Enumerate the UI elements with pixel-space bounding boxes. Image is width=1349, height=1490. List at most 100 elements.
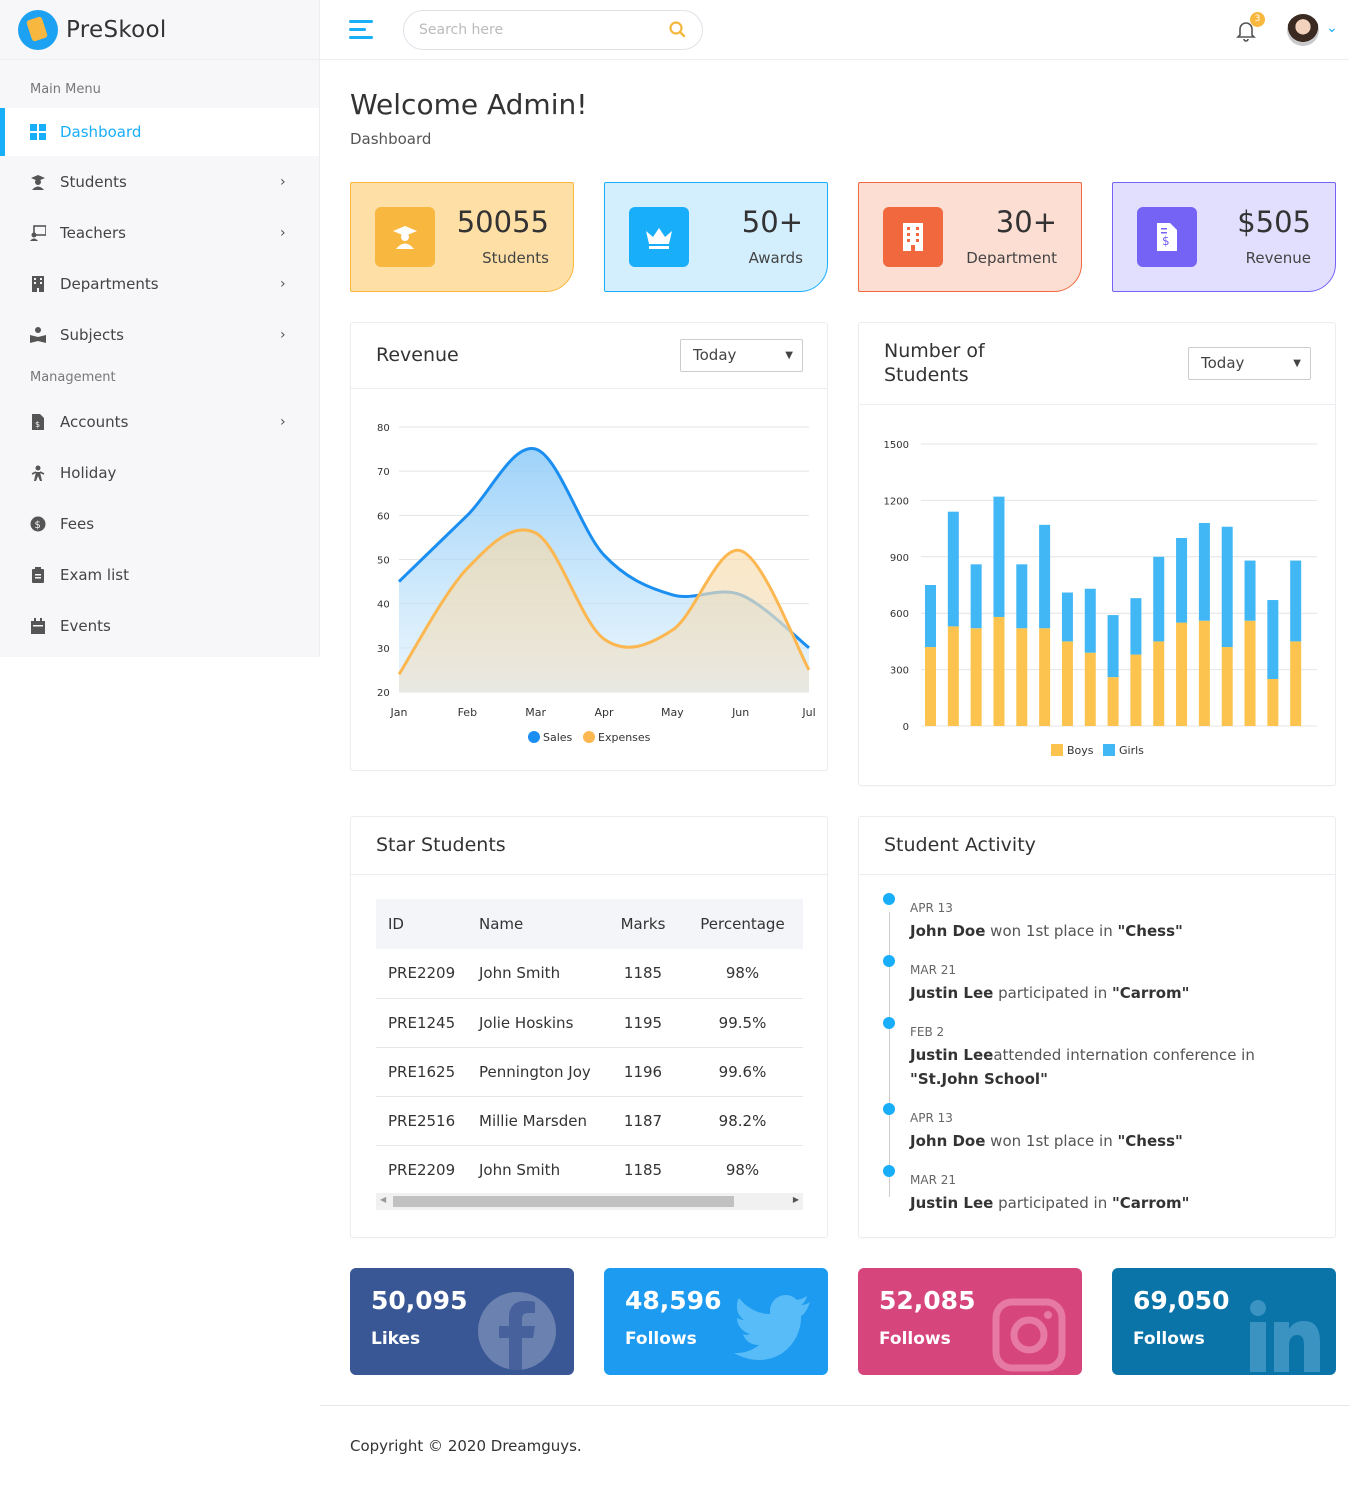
menu-section-title: Management — [30, 370, 116, 385]
instagram-icon — [992, 1298, 1066, 1372]
students-range-select[interactable]: Today ▼ — [1188, 347, 1311, 380]
invoice-icon: $ — [30, 413, 46, 430]
bar-boys — [1061, 641, 1073, 726]
sidebar-item-exam-list[interactable]: Exam list — [0, 549, 319, 600]
social-label: Follows — [1133, 1329, 1205, 1349]
social-card-instagram[interactable]: 52,085 Follows — [858, 1268, 1082, 1375]
social-label: Follows — [625, 1329, 697, 1349]
stat-card-department: 30+ Department — [858, 182, 1082, 292]
social-count: 52,085 — [879, 1286, 976, 1315]
scroll-right-icon[interactable]: ▶ — [792, 1195, 799, 1204]
footer-divider — [320, 1405, 1349, 1406]
table-cell: 99.5% — [682, 998, 803, 1048]
logo[interactable]: PreSkool — [0, 0, 319, 60]
activity-event: "Chess" — [1117, 1132, 1183, 1150]
logo-text: PreSkool — [66, 16, 167, 43]
activity-student: Justin Lee — [910, 984, 994, 1002]
chevron-right-icon: › — [280, 275, 286, 292]
activity-student: John Doe — [910, 922, 986, 940]
legend-label: Boys — [1067, 744, 1094, 757]
sidebar-item-fees[interactable]: $ Fees — [0, 498, 319, 549]
stat-card-revenue: $ $505 Revenue — [1112, 182, 1336, 292]
activity-date: MAR 21 — [910, 1173, 956, 1187]
sidebar-item-students[interactable]: Students › — [0, 156, 319, 207]
dollar-icon: $ — [30, 516, 46, 532]
bar-boys — [1016, 628, 1028, 726]
x-tick-label: Mar — [525, 706, 546, 719]
x-tick-label: Apr — [594, 706, 614, 719]
revenue-range-select[interactable]: Today ▼ — [680, 339, 803, 372]
table-cell: Pennington Joy — [467, 1047, 604, 1097]
column-header: Name — [467, 899, 604, 949]
activity-text: Justin Lee participated in "Carrom" — [910, 1191, 1290, 1215]
x-tick-label: Feb — [458, 706, 477, 719]
bar-boys — [1221, 647, 1233, 726]
search-icon[interactable] — [667, 19, 689, 41]
social-label: Likes — [371, 1329, 421, 1349]
avatar[interactable] — [1287, 14, 1319, 46]
bell-icon[interactable] — [1234, 18, 1258, 42]
card-header: Number of Students Today ▼ — [859, 323, 1335, 405]
card-title: Revenue — [376, 344, 459, 366]
sidebar-item-departments[interactable]: Departments › — [0, 258, 319, 309]
activity-text: John Doe won 1st place in "Chess" — [910, 919, 1290, 943]
social-card-facebook[interactable]: 50,095 Likes — [350, 1268, 574, 1375]
sidebar-item-teachers[interactable]: Teachers › — [0, 207, 319, 258]
sidebar-item-holiday[interactable]: Holiday — [0, 447, 319, 498]
y-tick-label: 600 — [890, 609, 909, 620]
timeline-dot — [883, 1103, 895, 1115]
stat-label: Students — [482, 249, 549, 267]
x-tick-label: Jan — [390, 706, 408, 719]
activity-student: John Doe — [910, 1132, 986, 1150]
chevron-right-icon: › — [280, 326, 286, 343]
legend-label: Sales — [543, 731, 573, 744]
chevron-down-icon[interactable]: ⌄ — [1326, 20, 1338, 36]
stat-value: 50+ — [741, 205, 803, 239]
svg-text:$: $ — [1162, 234, 1170, 248]
activity-event: "St.John School" — [910, 1070, 1048, 1088]
sidebar-item-accounts[interactable]: $ Accounts › — [0, 396, 319, 447]
activity-date: APR 13 — [910, 1111, 953, 1125]
bar-boys — [925, 647, 936, 726]
menu-section-title: Main Menu — [30, 82, 101, 97]
card-title-line: Number of — [884, 340, 985, 362]
sidebar-item-dashboard[interactable]: Dashboard — [0, 108, 319, 156]
breadcrumb: Dashboard — [350, 130, 432, 148]
bar-girls — [1061, 592, 1073, 642]
activity-event: "Carrom" — [1111, 984, 1190, 1002]
table-header-row: ID Name Marks Percentage — [376, 899, 803, 949]
table-cell: 1185 — [604, 949, 682, 999]
legend-marker — [1103, 744, 1115, 756]
activity-text: John Doe won 1st place in "Chess" — [910, 1129, 1290, 1153]
sidebar-item-label: Fees — [60, 514, 95, 533]
table-cell: Jolie Hoskins — [467, 998, 604, 1048]
social-card-linkedin[interactable]: 69,050 Follows — [1112, 1268, 1336, 1375]
y-tick-label: 80 — [377, 423, 390, 434]
sidebar-item-label: Holiday — [60, 463, 117, 482]
x-tick-label: Jun — [731, 706, 749, 719]
column-header: Marks — [604, 899, 682, 949]
logo-icon — [18, 9, 58, 50]
y-tick-label: 1500 — [884, 440, 909, 451]
table-row: PRE1625 Pennington Joy 1196 99.6% — [376, 1047, 803, 1097]
horizontal-scrollbar[interactable]: ◀ ▶ — [376, 1193, 803, 1210]
bar-boys — [970, 628, 982, 726]
search-input[interactable] — [403, 10, 703, 50]
scrollbar-thumb[interactable] — [393, 1196, 734, 1207]
activity-action: won 1st place in — [985, 1132, 1118, 1150]
stat-label: Awards — [748, 249, 803, 267]
bar-girls — [993, 496, 1005, 617]
table-cell: Millie Marsden — [467, 1096, 604, 1146]
social-count: 48,596 — [625, 1286, 722, 1315]
bar-boys — [1039, 628, 1051, 726]
scroll-left-icon[interactable]: ◀ — [380, 1195, 387, 1204]
chevron-right-icon: › — [280, 413, 286, 430]
bar-girls — [1267, 600, 1279, 679]
sidebar-item-events[interactable]: Events — [0, 600, 319, 651]
sidebar-item-subjects[interactable]: Subjects › — [0, 309, 319, 360]
card-title-line: Students — [884, 364, 969, 386]
social-card-twitter[interactable]: 48,596 Follows — [604, 1268, 828, 1375]
menu-toggle-icon[interactable] — [349, 20, 373, 40]
bar-girls — [1130, 598, 1142, 655]
revenue-chart: 20 30 40 50 60 70 80 Jan Feb Mar Apr May Jun Jul Sales… — [377, 423, 816, 744]
